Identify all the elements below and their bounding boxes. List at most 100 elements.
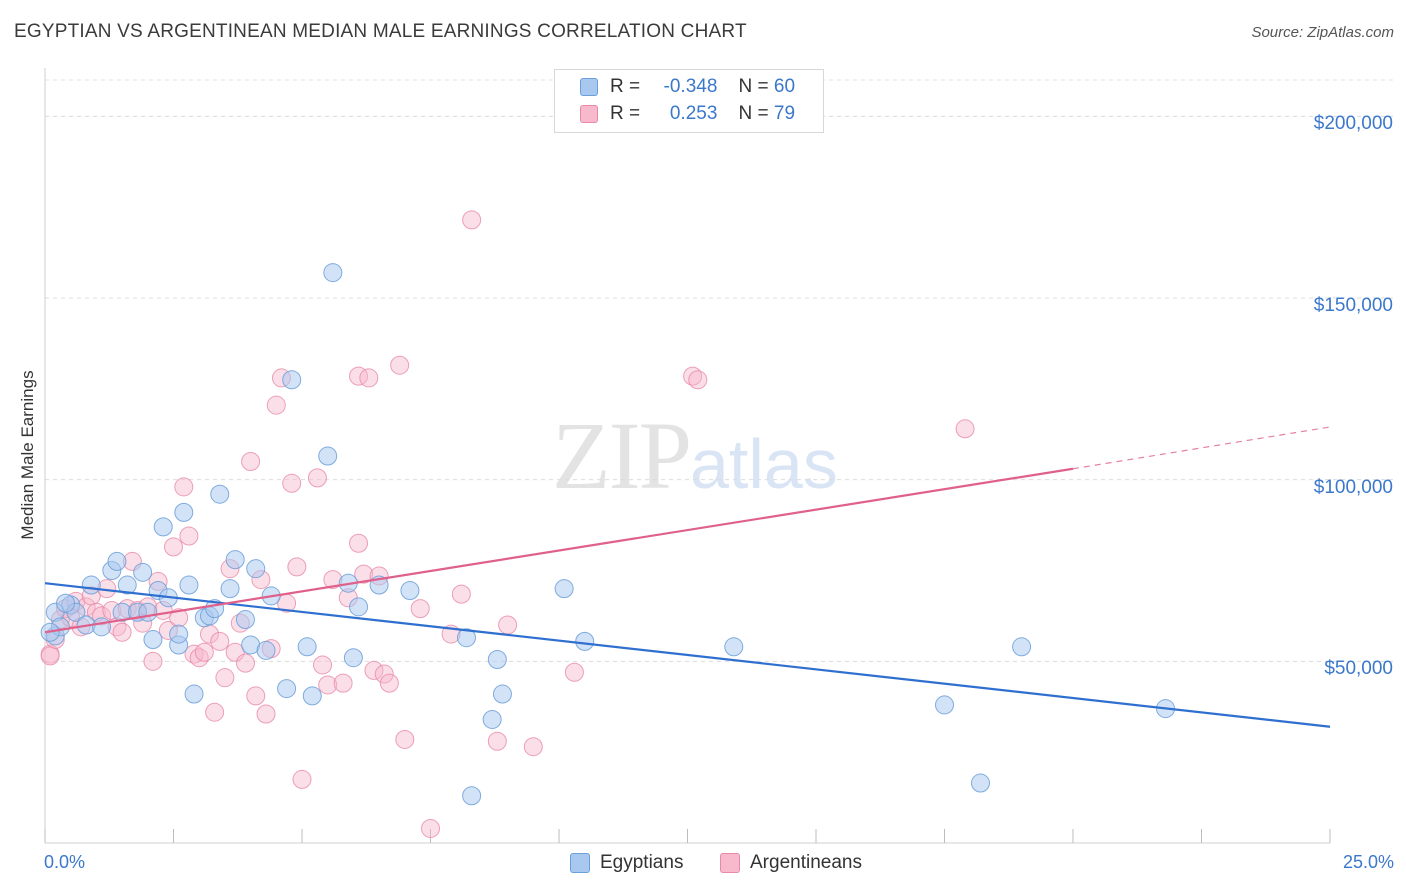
r-value: 0.253 xyxy=(669,103,718,124)
egyptian-point xyxy=(92,617,112,637)
chart-title: EGYPTIAN VS ARGENTINEAN MEDIAN MALE EARN… xyxy=(14,21,747,42)
egyptian-point xyxy=(153,517,173,537)
watermark-zip: ZIP xyxy=(552,402,692,509)
egyptian-point xyxy=(318,446,338,466)
y-tick-label: $200,000 xyxy=(1313,113,1393,135)
argentinean-point xyxy=(410,599,430,619)
egyptian-point xyxy=(492,684,512,704)
argentinean-point xyxy=(683,366,703,386)
egyptian-point xyxy=(256,640,276,660)
egyptian-point xyxy=(349,597,369,617)
egyptian-point xyxy=(235,610,255,630)
egyptians-swatch xyxy=(570,853,590,873)
egyptian-point xyxy=(302,686,322,706)
egyptians-points xyxy=(40,263,1176,806)
argentinean-point xyxy=(313,655,333,675)
argentinean-point xyxy=(292,769,312,789)
argentineans-swatch xyxy=(720,853,740,873)
argentinean-point xyxy=(451,584,471,604)
egyptian-point xyxy=(133,562,153,582)
argentineans-label: Argentineans xyxy=(750,852,862,873)
egyptian-point xyxy=(343,648,363,668)
argentineans-points xyxy=(40,210,975,838)
argentinean-point xyxy=(307,468,327,488)
egyptians-label: Egyptians xyxy=(600,852,684,873)
y-tick-label: $50,000 xyxy=(1324,658,1393,680)
argentinean-point xyxy=(266,395,286,415)
argentinean-point xyxy=(364,660,384,680)
egyptian-point xyxy=(117,575,137,595)
argentinean-point xyxy=(164,537,183,557)
egyptian-point xyxy=(210,484,230,504)
y-tick-label: $100,000 xyxy=(1313,476,1393,498)
argentinean-point xyxy=(40,646,60,666)
legend-row-argentineans: R = 0.253 N = 79 xyxy=(580,102,795,126)
egyptian-point xyxy=(174,502,194,522)
argentinean-point xyxy=(174,477,194,497)
argentinean-point xyxy=(256,704,276,724)
egyptian-point xyxy=(970,773,990,793)
egyptian-point xyxy=(282,370,302,390)
egyptian-point xyxy=(246,559,266,579)
n-label: N = xyxy=(738,103,769,124)
argentinean-point xyxy=(205,702,225,722)
egyptian-point xyxy=(277,679,297,699)
argentinean-point xyxy=(349,533,369,553)
bottom-legend-argentineans[interactable]: Argentineans xyxy=(720,852,862,874)
argentinean-point xyxy=(246,686,266,706)
argentinean-point xyxy=(210,631,230,651)
argentinean-point xyxy=(955,419,975,439)
argentinean-point xyxy=(333,673,353,693)
argentinean-point xyxy=(112,622,132,642)
argentinean-point xyxy=(379,673,399,693)
argentinean-point xyxy=(235,653,255,673)
y-tick-label: $150,000 xyxy=(1313,295,1393,316)
egyptian-point xyxy=(1012,637,1032,657)
egyptian-point xyxy=(225,550,245,570)
egyptian-point xyxy=(575,631,595,651)
argentinean-point xyxy=(564,662,584,682)
bottom-legend-egyptians[interactable]: Egyptians xyxy=(570,852,683,874)
argentinean-point xyxy=(390,355,410,375)
source-label: Source: ZipAtlas.com xyxy=(1251,24,1394,41)
argentineans-trend-extension xyxy=(1072,426,1331,470)
egyptian-point xyxy=(169,624,189,644)
egyptian-point xyxy=(554,579,574,599)
egyptians-swatch xyxy=(580,78,598,96)
argentinean-point xyxy=(523,737,543,757)
argentinean-point xyxy=(487,731,507,751)
argentinean-point xyxy=(282,473,302,493)
trend-lines xyxy=(44,426,1331,728)
x-tick-label-min: 0.0% xyxy=(44,852,86,872)
argentinean-point xyxy=(421,818,440,838)
argentineans-swatch xyxy=(580,105,598,123)
r-label: R = xyxy=(610,103,641,124)
egyptian-point xyxy=(179,575,199,595)
x-tick-label-max: 25.0% xyxy=(1342,852,1394,872)
argentinean-point xyxy=(143,651,163,671)
egyptian-point xyxy=(143,630,163,650)
argentinean-point xyxy=(194,642,214,662)
watermark: ZIPatlas xyxy=(552,400,838,511)
n-value: 79 xyxy=(773,103,796,124)
egyptian-point xyxy=(184,684,204,704)
egyptian-point xyxy=(462,786,482,806)
argentinean-point xyxy=(179,526,199,546)
argentinean-point xyxy=(189,648,209,668)
n-label: N = xyxy=(738,76,769,97)
argentinean-point xyxy=(318,675,338,695)
egyptian-point xyxy=(456,628,476,648)
axes xyxy=(44,68,1331,844)
argentineans-trend-line xyxy=(44,467,1074,634)
egyptian-point xyxy=(487,650,507,670)
argentinean-point xyxy=(374,664,394,684)
egyptian-point xyxy=(482,709,502,729)
argentinean-point xyxy=(498,615,518,635)
argentinean-point xyxy=(462,210,482,230)
egyptian-point xyxy=(297,637,317,657)
egyptian-point xyxy=(323,263,343,283)
stats-legend: R = -0.348 N = 60 R = 0.253 N = 79 xyxy=(554,69,824,133)
egyptian-point xyxy=(107,551,127,571)
egyptians-trend-line xyxy=(44,582,1331,728)
